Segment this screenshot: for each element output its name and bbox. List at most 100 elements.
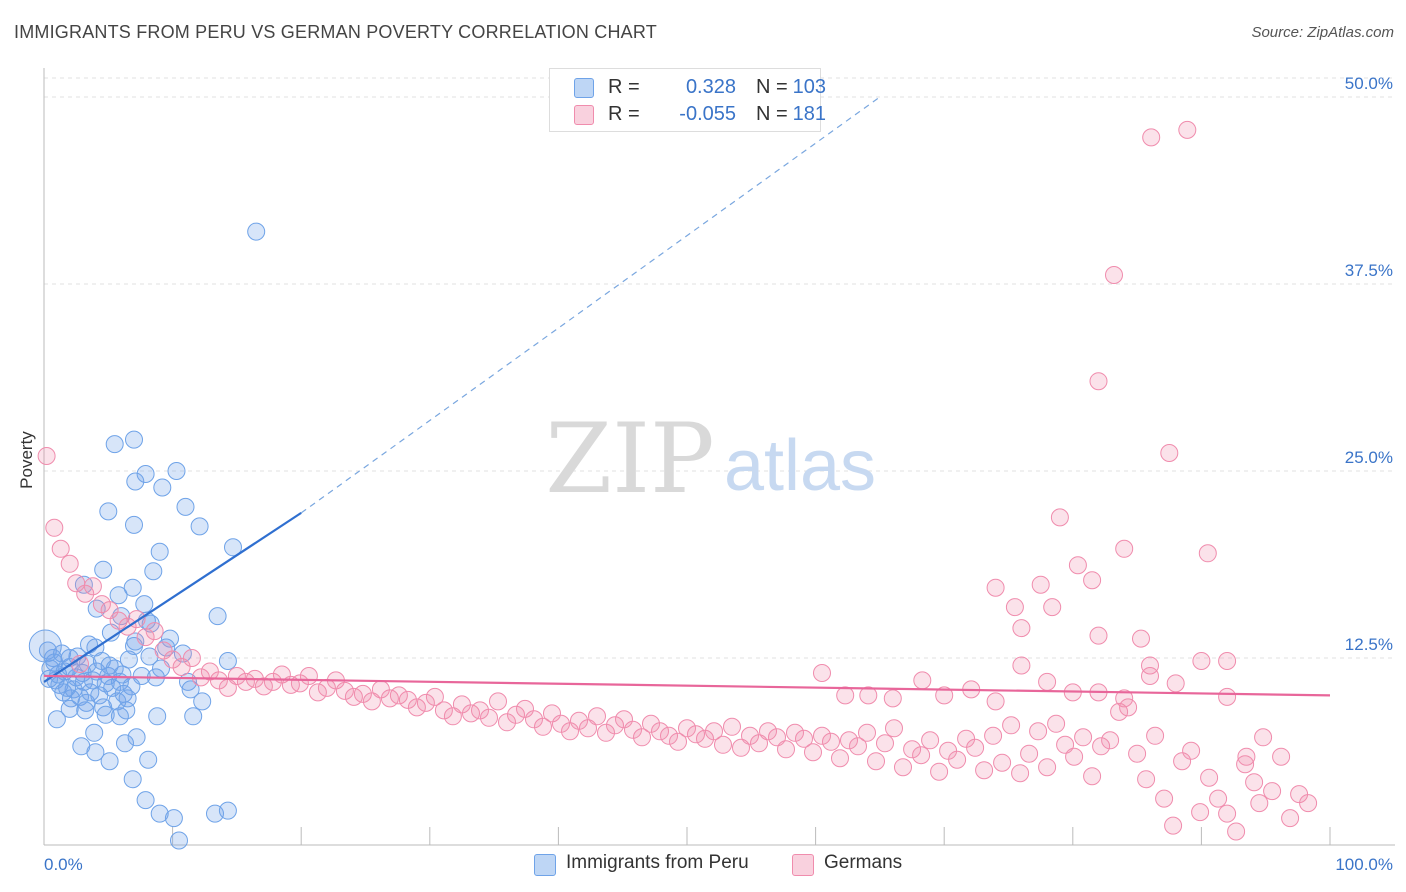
germans-point	[624, 720, 642, 739]
germans-point	[1218, 687, 1237, 706]
germans-point	[984, 726, 1003, 745]
chart-title: IMMIGRANTS FROM PERU VS GERMAN POVERTY C…	[14, 22, 657, 42]
peru-point	[184, 707, 203, 726]
germans-point	[552, 714, 570, 733]
germans-point	[948, 750, 967, 769]
germans-point	[813, 664, 831, 682]
peru-point	[78, 655, 97, 673]
germans-point	[407, 698, 426, 717]
axis-labels: 12.5% 25.0% 37.5% 50.0% 0.0% 100.0% Poverty	[17, 74, 1393, 874]
peru-point	[126, 472, 145, 491]
peru-point	[161, 629, 179, 648]
germans-point	[471, 701, 489, 720]
peru-point	[85, 723, 104, 742]
n-label: N =	[756, 76, 788, 98]
germans-point	[975, 761, 994, 780]
germans-point	[109, 611, 128, 630]
germans-point	[696, 729, 714, 748]
axes	[43, 68, 1395, 846]
germans-point	[480, 708, 498, 727]
germans-point	[732, 738, 750, 757]
germans-point	[1137, 770, 1156, 789]
germans-point	[615, 710, 633, 729]
germans-point	[1038, 672, 1057, 691]
peru-point	[153, 478, 172, 497]
germans-point	[1250, 794, 1269, 813]
germans-point	[1012, 656, 1031, 675]
peru-point	[136, 791, 155, 810]
peru-point	[76, 701, 95, 720]
germans-point	[633, 728, 651, 747]
peru-point	[118, 689, 137, 708]
germans-point	[1005, 598, 1024, 617]
germans-point	[669, 732, 687, 751]
germans-point	[1115, 689, 1134, 708]
germans-point	[1105, 266, 1123, 284]
peru-point	[99, 502, 118, 521]
germans-point	[434, 701, 453, 720]
germans-point	[182, 649, 201, 667]
germans-point	[913, 671, 932, 690]
germans-point	[83, 577, 102, 596]
peru-point	[94, 560, 113, 579]
germans-point	[525, 710, 543, 729]
germans-point	[1119, 698, 1138, 717]
germans-point	[60, 554, 79, 573]
germans-point	[37, 447, 56, 465]
germans-point	[1254, 728, 1273, 747]
peru-point	[193, 692, 212, 711]
germans-point	[299, 667, 318, 685]
germans-point	[1128, 744, 1147, 763]
germans-point	[894, 758, 912, 777]
germans-point	[1047, 714, 1066, 733]
peru-n-value: 103	[792, 76, 826, 98]
peru-point	[127, 728, 146, 747]
germans-point	[100, 601, 119, 620]
germans-point	[723, 717, 741, 736]
y-tick-label: 12.5%	[1345, 635, 1393, 654]
peru-point	[105, 435, 124, 454]
germans-point	[1191, 803, 1210, 822]
peru-point	[125, 430, 143, 449]
peru-point	[150, 804, 169, 823]
germans-point	[1299, 794, 1318, 813]
germans-point	[687, 725, 705, 744]
watermark-zip: ZIP	[545, 403, 714, 515]
peru-point	[167, 462, 186, 480]
germans-r-value: -0.055	[679, 103, 736, 125]
germans-point	[1002, 716, 1021, 735]
germans-point	[777, 740, 795, 759]
germans-point	[1198, 544, 1217, 563]
germans-point	[786, 723, 804, 742]
germans-point	[1101, 731, 1120, 750]
germans-point	[570, 711, 588, 730]
germans-point	[154, 641, 173, 660]
germans-point	[1209, 789, 1228, 808]
germans-point	[903, 740, 922, 759]
germans-point	[986, 578, 1005, 597]
peru-point	[96, 674, 115, 693]
y-tick-label: 25.0%	[1345, 448, 1393, 467]
germans-point	[741, 726, 759, 745]
peru-point	[80, 635, 98, 654]
y-tick-label: 37.5%	[1345, 261, 1393, 280]
germans-point	[822, 732, 840, 751]
germans-point	[1083, 571, 1102, 590]
germans-point	[597, 723, 615, 742]
peru-point	[110, 707, 129, 726]
peru-point	[47, 710, 66, 729]
germans-point	[1089, 626, 1108, 645]
germans-legend-swatch	[792, 854, 814, 876]
germans-point	[750, 734, 768, 753]
germans-point	[389, 686, 408, 705]
germans-point	[1200, 768, 1219, 787]
germans-point	[660, 726, 678, 745]
peru-r-value: 0.328	[685, 76, 736, 98]
peru-point	[123, 578, 142, 597]
r-label: R =	[608, 76, 640, 98]
n-label: N =	[756, 103, 788, 125]
germans-point	[489, 692, 507, 711]
peru-point	[28, 629, 62, 663]
germans-point	[642, 714, 660, 733]
germans-point	[1038, 758, 1057, 777]
